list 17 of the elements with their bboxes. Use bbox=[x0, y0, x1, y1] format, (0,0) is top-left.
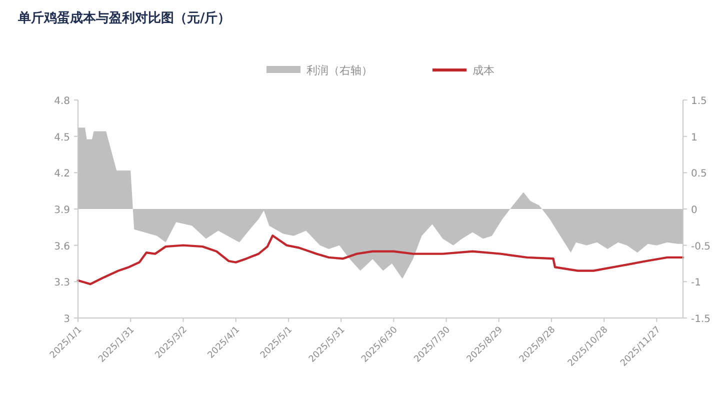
y-tick-label: 3 bbox=[64, 314, 70, 325]
y2-tick-label: -0.5 bbox=[691, 241, 711, 252]
y2-tick-label: 0.5 bbox=[691, 168, 707, 180]
chart-title: 单斤鸡蛋成本与盈利对比图（元/斤） bbox=[17, 10, 231, 26]
y-tick-label: 4.8 bbox=[54, 96, 70, 107]
y-tick-label: 4.2 bbox=[54, 168, 70, 180]
y2-tick-label: 1 bbox=[691, 132, 698, 144]
y-tick-label: 3.3 bbox=[54, 278, 70, 289]
y2-tick-label: -1.5 bbox=[691, 314, 711, 325]
y-tick-label: 4.5 bbox=[54, 132, 70, 144]
y2-tick-label: 1.5 bbox=[691, 96, 707, 107]
legend-label: 成本 bbox=[472, 64, 494, 77]
y-tick-label: 3.9 bbox=[54, 205, 70, 216]
y2-tick-label: 0 bbox=[691, 205, 698, 216]
y2-tick-label: -1 bbox=[691, 278, 701, 289]
legend-label: 利润（右轴） bbox=[306, 64, 372, 77]
y-tick-label: 3.6 bbox=[54, 241, 70, 252]
